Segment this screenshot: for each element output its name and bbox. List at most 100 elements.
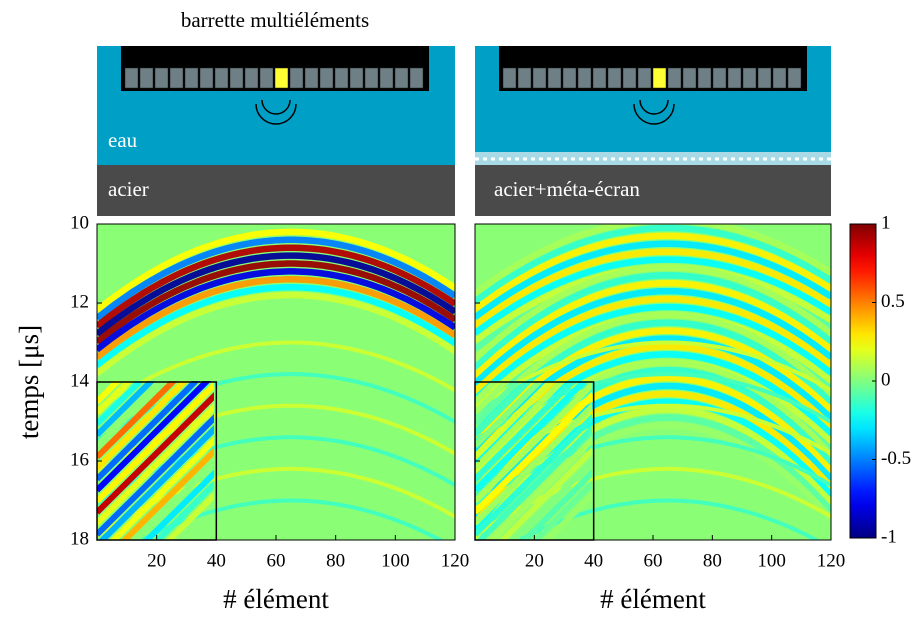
wavefront <box>475 403 831 475</box>
inset-wavefront <box>97 381 214 504</box>
x-axis-label: # élément <box>600 584 706 614</box>
colorbar <box>849 223 877 539</box>
array-element <box>712 67 727 89</box>
array-element <box>169 67 184 89</box>
inset-wavefront <box>97 381 212 493</box>
array-element <box>319 67 334 89</box>
x-tick-label: 60 <box>644 550 663 571</box>
array-element <box>229 67 244 89</box>
wavefront <box>97 403 455 475</box>
wavefront <box>475 287 831 387</box>
x-tick-label: 100 <box>381 550 410 571</box>
wavefront <box>475 240 831 321</box>
wavefront <box>475 359 831 495</box>
inset-wavefront <box>131 458 214 540</box>
x-axis-label: # élément <box>223 584 329 614</box>
wavefront <box>475 224 831 297</box>
inset-wavefront <box>475 381 523 426</box>
inset-wavefront <box>475 381 534 438</box>
inset-wavefront <box>165 491 214 540</box>
array-element <box>727 67 742 89</box>
heatmap-image <box>97 228 455 540</box>
colorbar-tick-label: 0 <box>881 369 891 390</box>
array-element <box>289 67 304 89</box>
inset-wavefront <box>487 435 592 540</box>
y-tick-label: 12 <box>70 291 89 312</box>
inset-wavefront <box>97 381 189 471</box>
wavefront <box>475 232 831 313</box>
wavefront <box>475 295 831 394</box>
inset-wavefront <box>97 381 156 438</box>
array-element <box>409 67 424 89</box>
wavefront <box>97 276 455 361</box>
array-element <box>139 67 154 89</box>
inset-wavefront <box>475 381 589 493</box>
wavefront <box>475 435 831 506</box>
inset-wavefront <box>475 381 592 504</box>
inset-image <box>475 381 592 540</box>
array-element <box>787 67 802 89</box>
inset-wavefront <box>475 413 592 537</box>
inset-wavefront <box>475 391 592 515</box>
inset-wavefront <box>97 391 214 515</box>
array-element <box>772 67 787 89</box>
inset-wavefront <box>97 381 167 449</box>
wavefront <box>475 272 831 371</box>
wavefront <box>97 228 455 313</box>
inset-image <box>97 381 214 540</box>
x-tick-label: 20 <box>525 550 544 571</box>
x-tick-label: 20 <box>147 550 166 571</box>
wavefront <box>97 252 455 337</box>
array-element <box>682 67 697 89</box>
inset-wavefront <box>531 480 592 540</box>
array-element <box>532 67 547 89</box>
x-tick-label: 120 <box>441 550 470 571</box>
array-element <box>349 67 364 89</box>
array-element <box>562 67 577 89</box>
inset-wavefront <box>98 425 214 540</box>
array-element <box>259 67 274 89</box>
wavefront <box>475 303 831 402</box>
inset-wavefront <box>97 414 214 537</box>
wavefront <box>97 244 455 329</box>
wavefront <box>97 291 455 377</box>
array-element <box>652 67 667 89</box>
wavefront <box>97 260 455 345</box>
wavefront <box>97 283 455 369</box>
inset-wavefront <box>475 381 567 471</box>
wavefront <box>475 340 831 411</box>
array-element <box>304 67 319 89</box>
wavefront <box>97 340 455 411</box>
colorbar-tick-label: 0.5 <box>881 291 905 312</box>
array-element <box>394 67 409 89</box>
inset-wavefront <box>498 447 592 540</box>
inset-wavefront <box>520 469 592 540</box>
y-tick-label: 10 <box>70 212 89 233</box>
array-element <box>184 67 199 89</box>
array-element <box>742 67 757 89</box>
array-element <box>124 67 139 89</box>
x-tick-label: 100 <box>757 550 786 571</box>
x-tick-label: 120 <box>817 550 846 571</box>
y-tick-label: 14 <box>70 370 90 391</box>
inset-wavefront <box>542 491 592 540</box>
wavefront <box>97 236 455 321</box>
schematic-left <box>97 46 455 216</box>
inset-wavefront <box>475 381 545 449</box>
water-label: eau <box>108 128 138 152</box>
colorbar-tick-label: -0.5 <box>881 448 911 469</box>
array-element <box>667 67 682 89</box>
array-element <box>637 67 652 89</box>
wavefront <box>475 335 831 453</box>
array-element <box>547 67 562 89</box>
array-element <box>502 67 517 89</box>
wavefront <box>97 435 455 506</box>
inset-wavefront <box>475 381 578 482</box>
array-element <box>577 67 592 89</box>
array-element <box>622 67 637 89</box>
inset-wavefront <box>97 381 178 460</box>
array-element <box>364 67 379 89</box>
colorbar-tick-label: -1 <box>881 526 897 547</box>
inset-wavefront <box>475 402 592 526</box>
x-tick-label: 40 <box>584 550 603 571</box>
